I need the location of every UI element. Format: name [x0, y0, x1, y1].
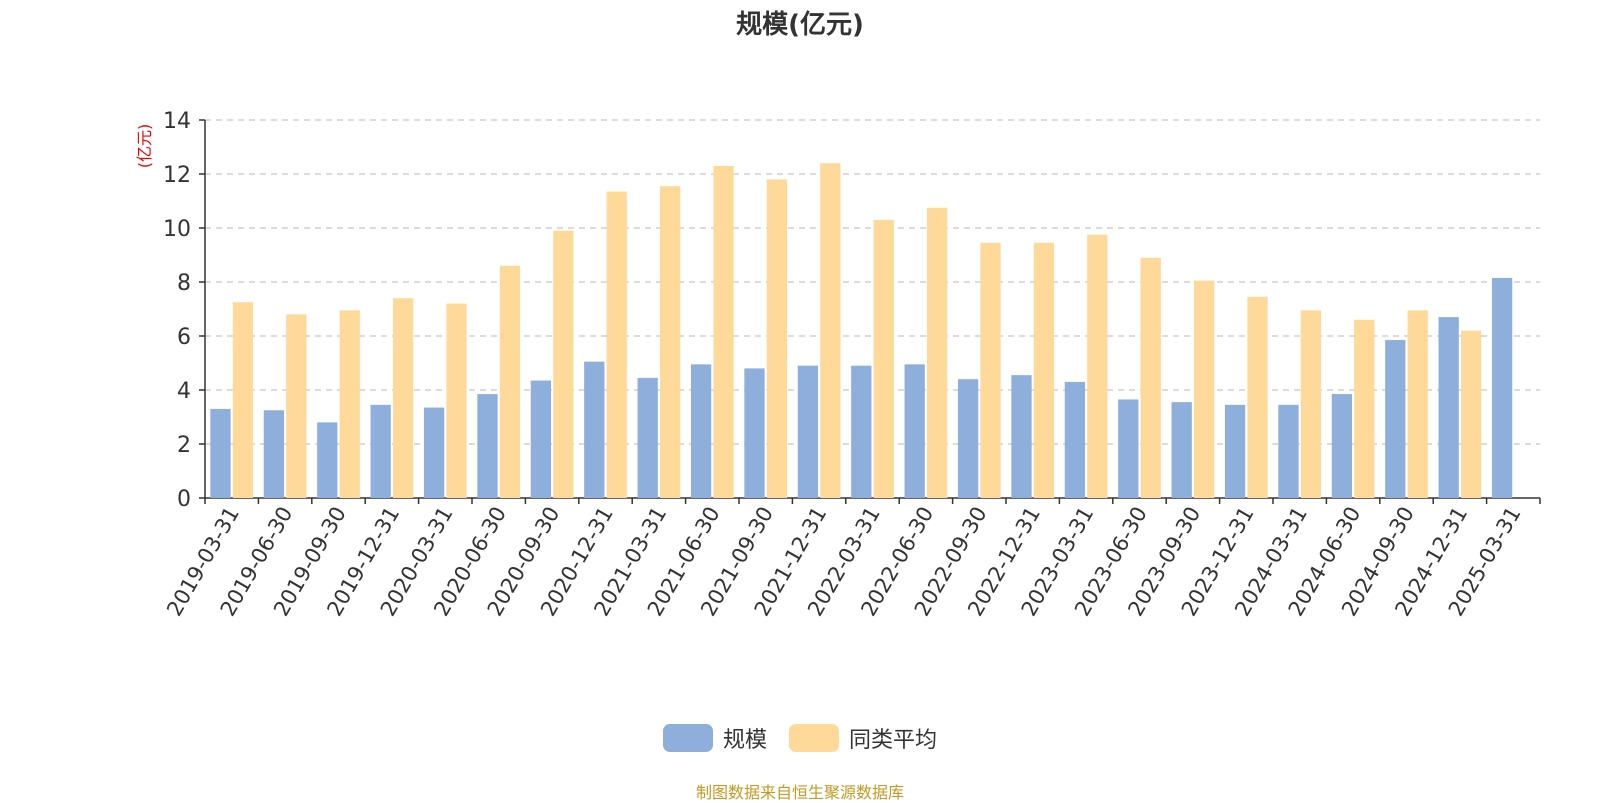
bar-1	[1224, 404, 1246, 498]
bar-2	[1354, 319, 1375, 498]
bar-2	[713, 165, 734, 498]
bar-2	[1193, 280, 1215, 498]
y-tick-label: 10	[163, 217, 191, 242]
bar-1	[370, 404, 391, 498]
bar-2	[820, 163, 841, 498]
bar-1	[957, 379, 979, 498]
bar-2	[766, 179, 788, 498]
bar-2	[1247, 296, 1268, 498]
legend: 规模 同类平均	[0, 722, 1600, 754]
bar-1	[1438, 317, 1459, 498]
bar-2	[1300, 310, 1322, 498]
bar-1	[263, 410, 285, 498]
bar-2	[1033, 242, 1055, 498]
y-tick-label: 2	[177, 433, 191, 458]
legend-swatch-series-1	[662, 724, 713, 752]
bar-1	[530, 380, 552, 498]
bar-2	[446, 303, 467, 498]
bar-1	[423, 407, 445, 498]
y-tick-label: 6	[177, 325, 191, 350]
bar-2	[1407, 310, 1428, 498]
bar-1	[584, 361, 605, 498]
bar-1	[744, 368, 765, 498]
bar-1	[1171, 402, 1192, 498]
bar-1	[1385, 340, 1406, 498]
bar-2	[873, 219, 894, 498]
y-tick-label: 0	[177, 487, 191, 512]
legend-item-series-1[interactable]: 规模	[662, 722, 767, 754]
bar-2	[606, 191, 627, 499]
bar-1	[1278, 404, 1299, 498]
legend-item-series-2[interactable]: 同类平均	[789, 722, 937, 754]
bar-1	[210, 408, 231, 498]
bar-1	[1491, 277, 1513, 498]
bar-2	[553, 230, 574, 498]
bar-2	[659, 186, 681, 498]
bar-2	[1140, 257, 1161, 498]
bar-1	[904, 364, 925, 498]
source-note: 制图数据来自恒生聚源数据库	[695, 783, 904, 802]
bar-1	[1331, 394, 1353, 498]
legend-label-series-1: 规模	[722, 728, 767, 753]
bar-2	[286, 314, 307, 498]
bar-1	[1064, 381, 1086, 498]
bar-2	[499, 265, 521, 498]
bar-1	[851, 365, 872, 498]
bar-2	[1460, 330, 1482, 498]
y-axis-label: (亿元)	[135, 124, 154, 169]
y-tick-label: 12	[163, 163, 191, 188]
bar-1	[1118, 399, 1139, 498]
y-tick-label: 14	[163, 109, 191, 134]
bar-1	[797, 365, 819, 498]
bar-2	[232, 302, 254, 498]
chart-title: 规模(亿元)	[736, 10, 864, 40]
bar-2	[980, 242, 1001, 498]
bar-1	[477, 394, 498, 498]
bar-1	[690, 364, 712, 498]
bar-2	[339, 310, 360, 498]
bar-1	[637, 377, 658, 498]
bar-1	[317, 422, 338, 498]
y-tick-label: 4	[177, 379, 191, 404]
legend-label-series-2: 同类平均	[849, 728, 938, 753]
bar-1	[1011, 375, 1032, 498]
y-tick-label: 8	[177, 271, 191, 296]
bar-2	[1087, 234, 1108, 498]
bar-2	[392, 298, 414, 498]
bar-2	[926, 207, 948, 498]
legend-swatch-series-2	[789, 724, 839, 752]
